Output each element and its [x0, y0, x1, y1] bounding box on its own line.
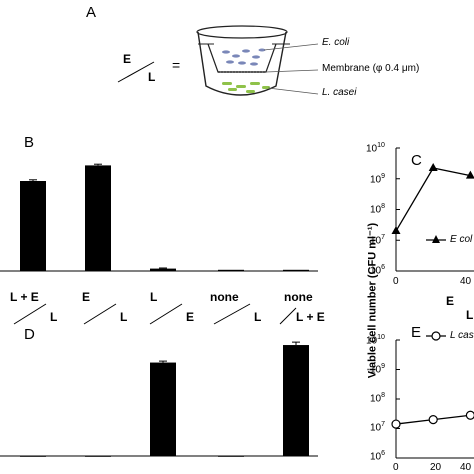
panel-b-bars: [20, 163, 309, 271]
condition-slash-2: [83, 303, 117, 325]
cond-5-bottom: L + E: [296, 310, 325, 324]
equation-bottom: L: [148, 70, 156, 84]
bar-d-5: [283, 345, 309, 456]
bar-b-3: [150, 268, 176, 271]
data-point-e-2: [428, 415, 438, 425]
c-legend-label: E col: [450, 234, 473, 245]
equation-equals: =: [172, 57, 181, 73]
error-bar-b-2: [94, 163, 102, 166]
c-ytick-1: 1010: [366, 142, 385, 155]
c-ytick-2: 109: [370, 173, 386, 186]
series-line-c: [395, 167, 471, 232]
e-ytick-2: 109: [370, 363, 386, 376]
cond-4-bottom: L: [254, 310, 262, 324]
cond-1-bottom: L: [50, 310, 58, 324]
panel-b-letter: B: [24, 134, 35, 151]
data-point-e-3: [465, 410, 474, 420]
error-bar-b-1: [29, 179, 37, 181]
error-bar-b-3: [159, 267, 167, 269]
ecoli-cells: [222, 48, 266, 66]
bar-b-5: [283, 269, 309, 271]
cond-2-bottom: L: [120, 310, 128, 324]
condition-slash-4: [213, 303, 251, 325]
e-ytick-5: 106: [370, 450, 386, 463]
e-ytick-1: 1010: [366, 334, 385, 347]
panel-e-ticks: [396, 339, 400, 459]
bar-b-1: [20, 181, 46, 271]
panel-a-letter: A: [86, 4, 97, 21]
c-ytick-3: 108: [370, 203, 386, 216]
panel-c-series: [391, 162, 474, 235]
equation-top: E: [123, 52, 132, 66]
partial-e-label: E: [446, 294, 455, 308]
cond-4-top: none: [210, 290, 239, 304]
label-lcasei: L. casei: [322, 87, 357, 98]
bar-b-4: [218, 269, 244, 271]
data-point-c-3: [465, 170, 474, 179]
cond-5-top: none: [284, 290, 313, 304]
e-legend-label: L cas: [450, 330, 474, 341]
bar-d-4: [218, 456, 244, 457]
panel-c-ticks: [396, 147, 400, 272]
panel-e-series: [391, 410, 474, 429]
panel-e-axes: [395, 340, 474, 459]
panel-c-legend-marker: [426, 235, 446, 243]
panel-d-letter: D: [24, 326, 35, 343]
e-xtick-3: 40: [460, 462, 472, 473]
partial-l-label: L: [466, 308, 474, 322]
condition-slashes: [13, 303, 297, 325]
error-bar-d-3: [159, 360, 167, 363]
cond-1-top: L + E: [10, 290, 39, 304]
bar-d-1: [20, 456, 46, 457]
condition-slash-3: [149, 303, 183, 325]
label-membrane: Membrane (φ 0.4 μm): [322, 63, 420, 74]
transwell-illustration: [196, 25, 319, 96]
e-ytick-3: 108: [370, 392, 386, 405]
panel-e-letter: E: [411, 324, 422, 341]
condition-slash-5: [279, 307, 297, 325]
panel-d-bars: [20, 341, 309, 457]
e-ytick-4: 107: [370, 421, 386, 434]
panel-c-letter: C: [411, 152, 422, 169]
bar-b-2: [85, 165, 111, 271]
label-ecoli: E. coli: [322, 37, 350, 48]
equation-slash: [117, 61, 155, 83]
c-xtick-3: 40: [460, 276, 472, 287]
c-ytick-5: 106: [370, 264, 386, 277]
condition-slash-1: [13, 303, 47, 325]
lcasei-cells: [222, 82, 270, 93]
data-point-c-1: [391, 226, 401, 235]
data-point-e-1: [391, 419, 401, 429]
e-xtick-1: 0: [393, 462, 399, 473]
error-bar-d-5: [292, 341, 300, 346]
data-point-c-2: [428, 162, 438, 171]
cond-3-top: L: [150, 290, 158, 304]
e-xtick-2: 20: [430, 462, 442, 473]
c-ytick-4: 107: [370, 234, 386, 247]
cond-3-bottom: E: [186, 310, 195, 324]
cond-2-top: E: [82, 290, 91, 304]
panel-e-legend-marker: [426, 331, 446, 341]
bar-d-3: [150, 362, 176, 456]
c-xtick-1: 0: [393, 276, 399, 287]
bar-d-2: [85, 456, 111, 457]
